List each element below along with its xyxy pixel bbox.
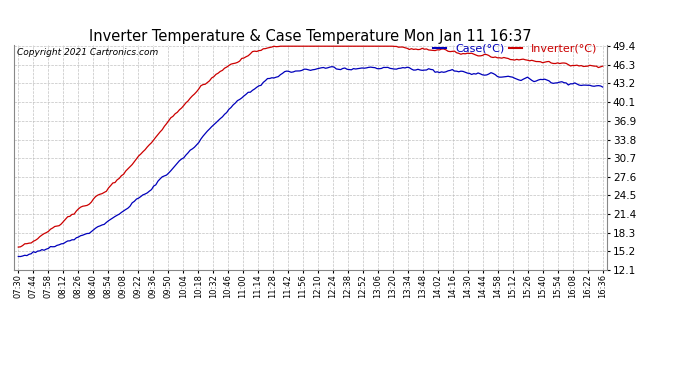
Text: Copyright 2021 Cartronics.com: Copyright 2021 Cartronics.com (17, 48, 158, 57)
Title: Inverter Temperature & Case Temperature Mon Jan 11 16:37: Inverter Temperature & Case Temperature … (89, 29, 532, 44)
Legend: Case(°C), Inverter(°C): Case(°C), Inverter(°C) (428, 39, 602, 58)
